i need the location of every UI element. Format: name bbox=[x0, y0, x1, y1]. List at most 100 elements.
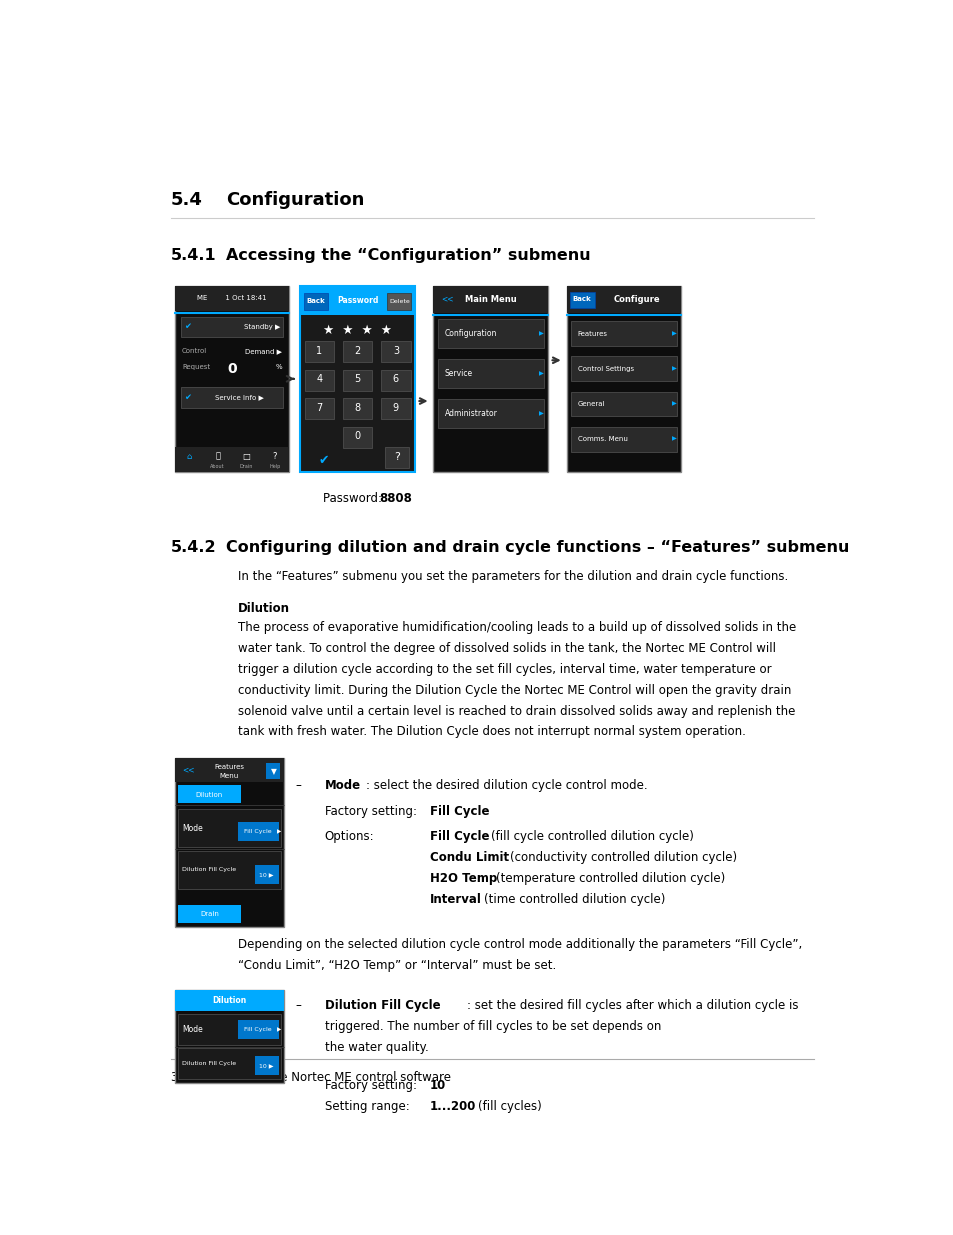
Text: “Condu Limit”, “H2O Temp” or “Interval” must be set.: “Condu Limit”, “H2O Temp” or “Interval” … bbox=[237, 960, 556, 972]
Text: ▼: ▼ bbox=[271, 767, 276, 776]
Text: (temperature controlled dilution cycle): (temperature controlled dilution cycle) bbox=[496, 872, 725, 884]
FancyBboxPatch shape bbox=[177, 1014, 281, 1045]
Text: 7: 7 bbox=[316, 403, 322, 412]
Text: Dilution: Dilution bbox=[195, 792, 223, 798]
Text: 0: 0 bbox=[355, 431, 360, 441]
Text: Password:: Password: bbox=[322, 493, 385, 505]
FancyBboxPatch shape bbox=[177, 905, 241, 924]
FancyBboxPatch shape bbox=[300, 287, 415, 315]
Text: 34  |  Operating the Nortec ME control software: 34 | Operating the Nortec ME control sof… bbox=[171, 1071, 451, 1083]
Text: Service Info ▶: Service Info ▶ bbox=[214, 394, 264, 400]
Text: (fill cycles): (fill cycles) bbox=[477, 1100, 541, 1113]
Text: 10: 10 bbox=[429, 1079, 446, 1092]
Text: 8808: 8808 bbox=[379, 493, 412, 505]
FancyBboxPatch shape bbox=[385, 447, 409, 468]
Text: Accessing the “Configuration” submenu: Accessing the “Configuration” submenu bbox=[226, 248, 591, 263]
FancyBboxPatch shape bbox=[304, 369, 334, 390]
Text: ⓘ: ⓘ bbox=[215, 452, 220, 461]
Text: Menu: Menu bbox=[219, 773, 239, 779]
Text: Dilution Fill Cycle: Dilution Fill Cycle bbox=[182, 1061, 236, 1066]
Text: □: □ bbox=[242, 452, 250, 461]
Text: Configuration: Configuration bbox=[444, 330, 497, 338]
FancyBboxPatch shape bbox=[437, 359, 543, 388]
Text: 4: 4 bbox=[316, 374, 322, 384]
Text: 0: 0 bbox=[227, 362, 236, 377]
Text: Condu Limit: Condu Limit bbox=[429, 851, 508, 864]
FancyBboxPatch shape bbox=[266, 763, 280, 779]
Text: water tank. To control the degree of dissolved solids in the tank, the Nortec ME: water tank. To control the degree of dis… bbox=[237, 642, 775, 655]
Text: General: General bbox=[577, 401, 604, 408]
Text: : select the desired dilution cycle control mode.: : select the desired dilution cycle cont… bbox=[366, 779, 647, 792]
Text: ⌂: ⌂ bbox=[186, 452, 192, 461]
FancyBboxPatch shape bbox=[387, 293, 411, 310]
FancyBboxPatch shape bbox=[380, 341, 410, 362]
Text: 10 ▶: 10 ▶ bbox=[259, 1063, 274, 1068]
Text: Dilution Fill Cycle: Dilution Fill Cycle bbox=[182, 867, 236, 872]
FancyBboxPatch shape bbox=[570, 291, 594, 308]
Text: The process of evaporative humidification/cooling leads to a build up of dissolv: The process of evaporative humidificatio… bbox=[237, 621, 795, 634]
Text: ✔: ✔ bbox=[318, 453, 329, 467]
Text: Control Settings: Control Settings bbox=[577, 366, 633, 372]
Text: ▶: ▶ bbox=[672, 367, 677, 372]
FancyBboxPatch shape bbox=[380, 399, 410, 419]
Text: Depending on the selected dilution cycle control mode additionally the parameter: Depending on the selected dilution cycle… bbox=[237, 939, 801, 951]
Text: Fill Cycle: Fill Cycle bbox=[244, 1028, 272, 1032]
Text: Back: Back bbox=[572, 296, 591, 303]
FancyBboxPatch shape bbox=[174, 989, 284, 1083]
Text: (time controlled dilution cycle): (time controlled dilution cycle) bbox=[483, 893, 664, 905]
Text: 6: 6 bbox=[393, 374, 398, 384]
Text: 10 ▶: 10 ▶ bbox=[259, 872, 274, 877]
FancyBboxPatch shape bbox=[342, 427, 372, 448]
Text: Administrator: Administrator bbox=[444, 409, 497, 417]
Text: Main Menu: Main Menu bbox=[464, 295, 517, 304]
Text: <<: << bbox=[182, 766, 194, 774]
FancyBboxPatch shape bbox=[571, 427, 676, 452]
FancyBboxPatch shape bbox=[342, 399, 372, 419]
Text: ?: ? bbox=[273, 452, 277, 461]
Text: Dilution: Dilution bbox=[237, 601, 290, 615]
Text: Fill Cycle: Fill Cycle bbox=[429, 805, 489, 819]
Text: %: % bbox=[275, 364, 282, 370]
Text: Password: Password bbox=[336, 296, 378, 305]
Text: Options:: Options: bbox=[324, 830, 374, 844]
FancyBboxPatch shape bbox=[566, 287, 680, 472]
Text: : set the desired fill cycles after which a dilution cycle is: : set the desired fill cycles after whic… bbox=[466, 999, 798, 1013]
FancyBboxPatch shape bbox=[177, 851, 281, 889]
Text: Comms. Menu: Comms. Menu bbox=[577, 436, 627, 442]
FancyBboxPatch shape bbox=[571, 357, 676, 382]
Text: ?: ? bbox=[394, 452, 399, 462]
Text: Fill Cycle: Fill Cycle bbox=[244, 830, 272, 835]
Text: Request: Request bbox=[182, 364, 210, 370]
FancyBboxPatch shape bbox=[380, 369, 410, 390]
Text: Dilution: Dilution bbox=[213, 995, 246, 1005]
Text: Mode: Mode bbox=[324, 779, 360, 792]
Text: ▶: ▶ bbox=[538, 331, 543, 336]
Text: tank with fresh water. The Dilution Cycle does not interrupt normal system opera: tank with fresh water. The Dilution Cycl… bbox=[237, 725, 744, 739]
Text: Standby ▶: Standby ▶ bbox=[244, 324, 280, 330]
Text: Drain: Drain bbox=[200, 910, 218, 916]
Text: ✔: ✔ bbox=[184, 393, 192, 401]
FancyBboxPatch shape bbox=[174, 447, 289, 472]
Text: –: – bbox=[294, 999, 301, 1013]
Text: Mode: Mode bbox=[182, 1025, 203, 1034]
Text: Factory setting:: Factory setting: bbox=[324, 1079, 416, 1092]
FancyBboxPatch shape bbox=[300, 287, 415, 472]
Text: 1...200: 1...200 bbox=[429, 1100, 476, 1113]
Text: 8: 8 bbox=[355, 403, 360, 412]
FancyBboxPatch shape bbox=[174, 989, 284, 1010]
FancyBboxPatch shape bbox=[180, 316, 283, 337]
FancyBboxPatch shape bbox=[304, 341, 334, 362]
FancyBboxPatch shape bbox=[254, 866, 278, 884]
Text: triggered. The number of fill cycles to be set depends on: triggered. The number of fill cycles to … bbox=[324, 1020, 660, 1034]
FancyBboxPatch shape bbox=[304, 293, 328, 310]
Text: Configuration: Configuration bbox=[226, 191, 364, 209]
Text: ✔: ✔ bbox=[184, 322, 192, 331]
Text: 1: 1 bbox=[316, 346, 322, 356]
Text: 2: 2 bbox=[355, 346, 360, 356]
Text: Back: Back bbox=[306, 299, 325, 304]
Text: ▶: ▶ bbox=[276, 830, 281, 835]
Text: Factory setting:: Factory setting: bbox=[324, 805, 416, 819]
Text: Configuring dilution and drain cycle functions – “Features” submenu: Configuring dilution and drain cycle fun… bbox=[226, 540, 849, 555]
Text: Configure: Configure bbox=[613, 295, 659, 304]
Text: ▶: ▶ bbox=[672, 401, 677, 406]
